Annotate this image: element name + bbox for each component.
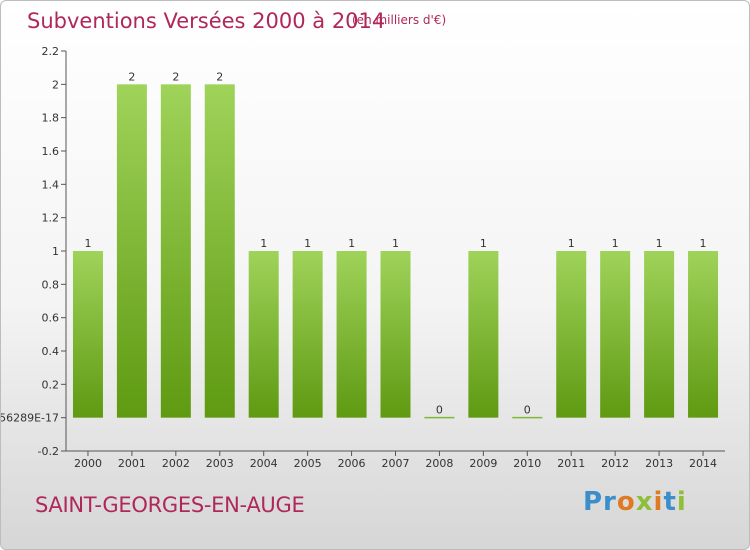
bar xyxy=(468,251,499,418)
x-tick-label: 2000 xyxy=(74,457,102,470)
data-label: 1 xyxy=(612,237,619,250)
data-label: 1 xyxy=(700,237,707,250)
x-tick-label: 2006 xyxy=(338,457,366,470)
y-tick-label: 0.4 xyxy=(42,345,60,358)
y-tick-label: -0.2 xyxy=(38,445,59,458)
data-label: 0 xyxy=(524,404,531,417)
proxiti-logo[interactable]: Proxiti xyxy=(583,487,687,517)
y-tick-label: 1.8 xyxy=(42,112,60,125)
x-tick-label: 2002 xyxy=(162,457,190,470)
x-tick-label: 2012 xyxy=(601,457,629,470)
x-tick-label: 2004 xyxy=(250,457,278,470)
bar xyxy=(160,84,191,418)
data-label: 1 xyxy=(304,237,311,250)
y-tick-label: 1.2 xyxy=(42,212,60,225)
data-label: 1 xyxy=(656,237,663,250)
x-tick-label: 2007 xyxy=(382,457,410,470)
bar xyxy=(116,84,147,418)
bar xyxy=(380,251,411,418)
x-tick-label: 2010 xyxy=(513,457,541,470)
y-tick-label: 0.6 xyxy=(42,312,60,325)
y-tick-label: 1 xyxy=(52,245,59,258)
bar xyxy=(336,251,367,418)
x-tick-label: 2013 xyxy=(645,457,673,470)
bar xyxy=(688,251,719,418)
data-label: 1 xyxy=(348,237,355,250)
data-label: 1 xyxy=(392,237,399,250)
bar xyxy=(248,251,279,418)
data-label: 1 xyxy=(568,237,575,250)
y-tick-label: -2.77555756156289E-17 xyxy=(1,412,59,425)
data-label: 0 xyxy=(436,404,443,417)
chart-title: Subventions Versées 2000 à 2014 xyxy=(27,9,386,33)
commune-name: SAINT-GEORGES-EN-AUGE xyxy=(35,493,305,517)
data-label: 1 xyxy=(84,237,91,250)
x-tick-label: 2009 xyxy=(469,457,497,470)
bar xyxy=(644,251,675,418)
data-label: 2 xyxy=(216,70,223,83)
y-tick-label: 2.2 xyxy=(42,45,60,58)
data-label: 2 xyxy=(128,70,135,83)
x-tick-label: 2001 xyxy=(118,457,146,470)
y-tick-label: 0.2 xyxy=(42,378,60,391)
chart-unit: (en milliers d'€) xyxy=(352,13,447,27)
y-tick-label: 0.8 xyxy=(42,278,60,291)
bar xyxy=(556,251,587,418)
bar xyxy=(72,251,103,418)
data-label: 1 xyxy=(260,237,267,250)
x-tick-label: 2011 xyxy=(557,457,585,470)
x-tick-label: 2008 xyxy=(425,457,453,470)
data-label: 2 xyxy=(172,70,179,83)
data-label: 1 xyxy=(480,237,487,250)
bar xyxy=(204,84,235,418)
x-tick-label: 2014 xyxy=(689,457,717,470)
y-tick-label: 2 xyxy=(52,78,59,91)
y-tick-label: 1.6 xyxy=(42,145,60,158)
bar xyxy=(600,251,631,418)
y-tick-label: 1.4 xyxy=(42,178,60,191)
bar xyxy=(292,251,323,418)
x-tick-label: 2005 xyxy=(294,457,322,470)
x-tick-label: 2003 xyxy=(206,457,234,470)
